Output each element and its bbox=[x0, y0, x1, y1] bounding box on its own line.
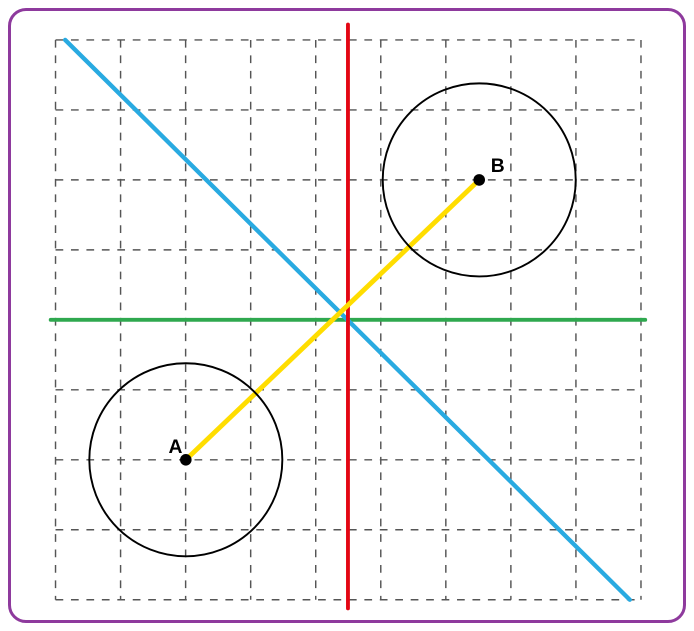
diagram-svg: AB bbox=[11, 11, 683, 620]
label-A: A bbox=[168, 437, 182, 458]
diagram-frame: AB bbox=[8, 8, 686, 623]
label-B: B bbox=[491, 156, 505, 177]
point-B bbox=[473, 174, 485, 186]
